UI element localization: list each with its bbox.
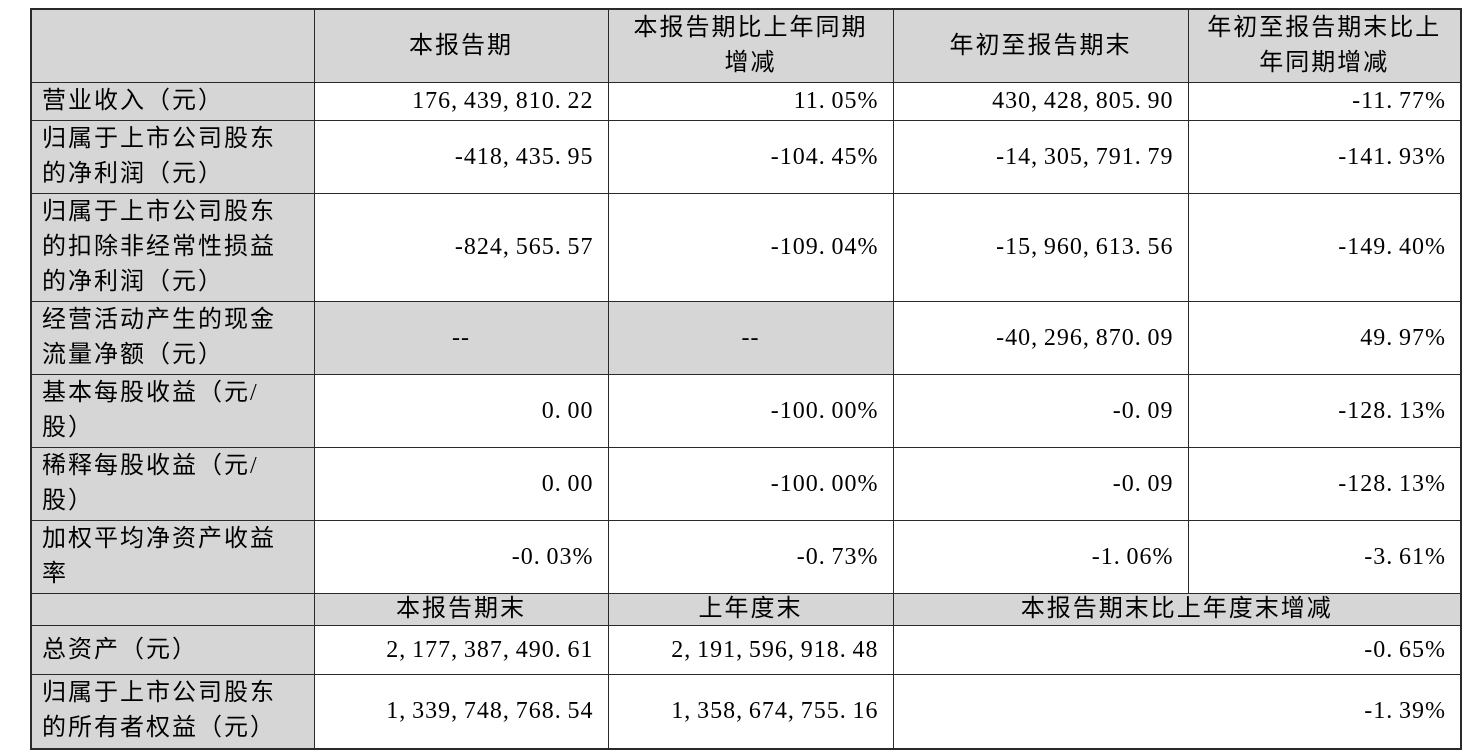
table-row-net-profit: 归属于上市公司股东 的净利润（元） -418, 435. 95 -104. 45… (30, 120, 1462, 194)
value-yoy-change: -100. 00% (607, 447, 894, 521)
value-ytd: -0. 09 (892, 447, 1189, 521)
value-ytd-yoy-change: -128. 13% (1187, 447, 1462, 521)
value-yoy-change: -0. 73% (607, 520, 894, 594)
header-yoy-change: 本报告期比上年同期 增减 (607, 8, 894, 83)
corner-cell (30, 8, 315, 83)
period-header-row: 本报告期 本报告期比上年同期 增减 年初至报告期末 年初至报告期末比上 年同期增… (30, 8, 1462, 83)
value-end-vs-prior-change: -0. 65% (892, 625, 1462, 675)
table-row-weighted-avg-roe: 加权平均净资产收益 率 -0. 03% -0. 73% -1. 06% -3. … (30, 520, 1462, 594)
value-ytd: -0. 09 (892, 374, 1189, 448)
value-end-of-period: 2, 177, 387, 490. 61 (313, 625, 609, 675)
value-yoy-change: -104. 45% (607, 120, 894, 194)
table-row-operating-cash-flow: 经营活动产生的现金 流量净额（元） -- -- -40, 296, 870. 0… (30, 301, 1462, 375)
value-ytd: -1. 06% (892, 520, 1189, 594)
value-current-period: 0. 00 (313, 374, 609, 448)
value-ytd-yoy-change: -11. 77% (1187, 82, 1462, 121)
value-yoy-change-na: -- (607, 301, 894, 375)
header-end-vs-prior-change: 本报告期末比上年度末增减 (892, 593, 1462, 626)
value-ytd-yoy-change: -128. 13% (1187, 374, 1462, 448)
metric-label: 总资产（元） (30, 625, 315, 675)
value-ytd: -15, 960, 613. 56 (892, 193, 1189, 302)
metric-label: 归属于上市公司股东 的所有者权益（元） (30, 674, 315, 749)
table-row-diluted-eps: 稀释每股收益（元/ 股） 0. 00 -100. 00% -0. 09 -128… (30, 447, 1462, 521)
value-end-vs-prior-change: -1. 39% (892, 674, 1462, 749)
metric-label: 稀释每股收益（元/ 股） (30, 447, 315, 521)
header-ytd: 年初至报告期末 (892, 8, 1189, 83)
value-current-period: 176, 439, 810. 22 (313, 82, 609, 121)
value-yoy-change: 11. 05% (607, 82, 894, 121)
value-yoy-change: -100. 00% (607, 374, 894, 448)
value-ytd-yoy-change: -149. 40% (1187, 193, 1462, 302)
metric-label: 基本每股收益（元/ 股） (30, 374, 315, 448)
value-ytd-yoy-change: -3. 61% (1187, 520, 1462, 594)
balance-header-row: 本报告期末 上年度末 本报告期末比上年度末增减 (30, 593, 1462, 626)
value-ytd: -14, 305, 791. 79 (892, 120, 1189, 194)
metric-label: 归属于上市公司股东 的净利润（元） (30, 120, 315, 194)
header-current-period: 本报告期 (313, 8, 609, 83)
value-current-period: 0. 00 (313, 447, 609, 521)
metric-label: 加权平均净资产收益 率 (30, 520, 315, 594)
value-prior-year-end: 2, 191, 596, 918. 48 (607, 625, 894, 675)
financial-summary: 本报告期 本报告期比上年同期 增减 年初至报告期末 年初至报告期末比上 年同期增… (30, 8, 1462, 750)
metric-label: 营业收入（元） (30, 82, 315, 121)
table-row-basic-eps: 基本每股收益（元/ 股） 0. 00 -100. 00% -0. 09 -128… (30, 374, 1462, 448)
table-row-equity-attributable: 归属于上市公司股东 的所有者权益（元） 1, 339, 748, 768. 54… (30, 674, 1462, 749)
corner-cell (30, 593, 315, 626)
value-prior-year-end: 1, 358, 674, 755. 16 (607, 674, 894, 749)
key-financials-table: 本报告期 本报告期比上年同期 增减 年初至报告期末 年初至报告期末比上 年同期增… (30, 8, 1462, 750)
metric-label: 归属于上市公司股东 的扣除非经常性损益 的净利润（元） (30, 193, 315, 302)
table-row-net-profit-excl-nonrecurring: 归属于上市公司股东 的扣除非经常性损益 的净利润（元） -824, 565. 5… (30, 193, 1462, 302)
header-prior-year-end: 上年度末 (607, 593, 894, 626)
metric-label: 经营活动产生的现金 流量净额（元） (30, 301, 315, 375)
value-current-period: -0. 03% (313, 520, 609, 594)
value-yoy-change: -109. 04% (607, 193, 894, 302)
header-ytd-yoy-change: 年初至报告期末比上 年同期增减 (1187, 8, 1462, 83)
table-row-revenue: 营业收入（元） 176, 439, 810. 22 11. 05% 430, 4… (30, 82, 1462, 121)
value-current-period: -418, 435. 95 (313, 120, 609, 194)
value-ytd: 430, 428, 805. 90 (892, 82, 1189, 121)
table-row-total-assets: 总资产（元） 2, 177, 387, 490. 61 2, 191, 596,… (30, 625, 1462, 675)
value-ytd-yoy-change: 49. 97% (1187, 301, 1462, 375)
value-current-period: -824, 565. 57 (313, 193, 609, 302)
value-ytd: -40, 296, 870. 09 (892, 301, 1189, 375)
value-ytd-yoy-change: -141. 93% (1187, 120, 1462, 194)
value-end-of-period: 1, 339, 748, 768. 54 (313, 674, 609, 749)
header-end-of-period: 本报告期末 (313, 593, 609, 626)
value-current-period-na: -- (313, 301, 609, 375)
